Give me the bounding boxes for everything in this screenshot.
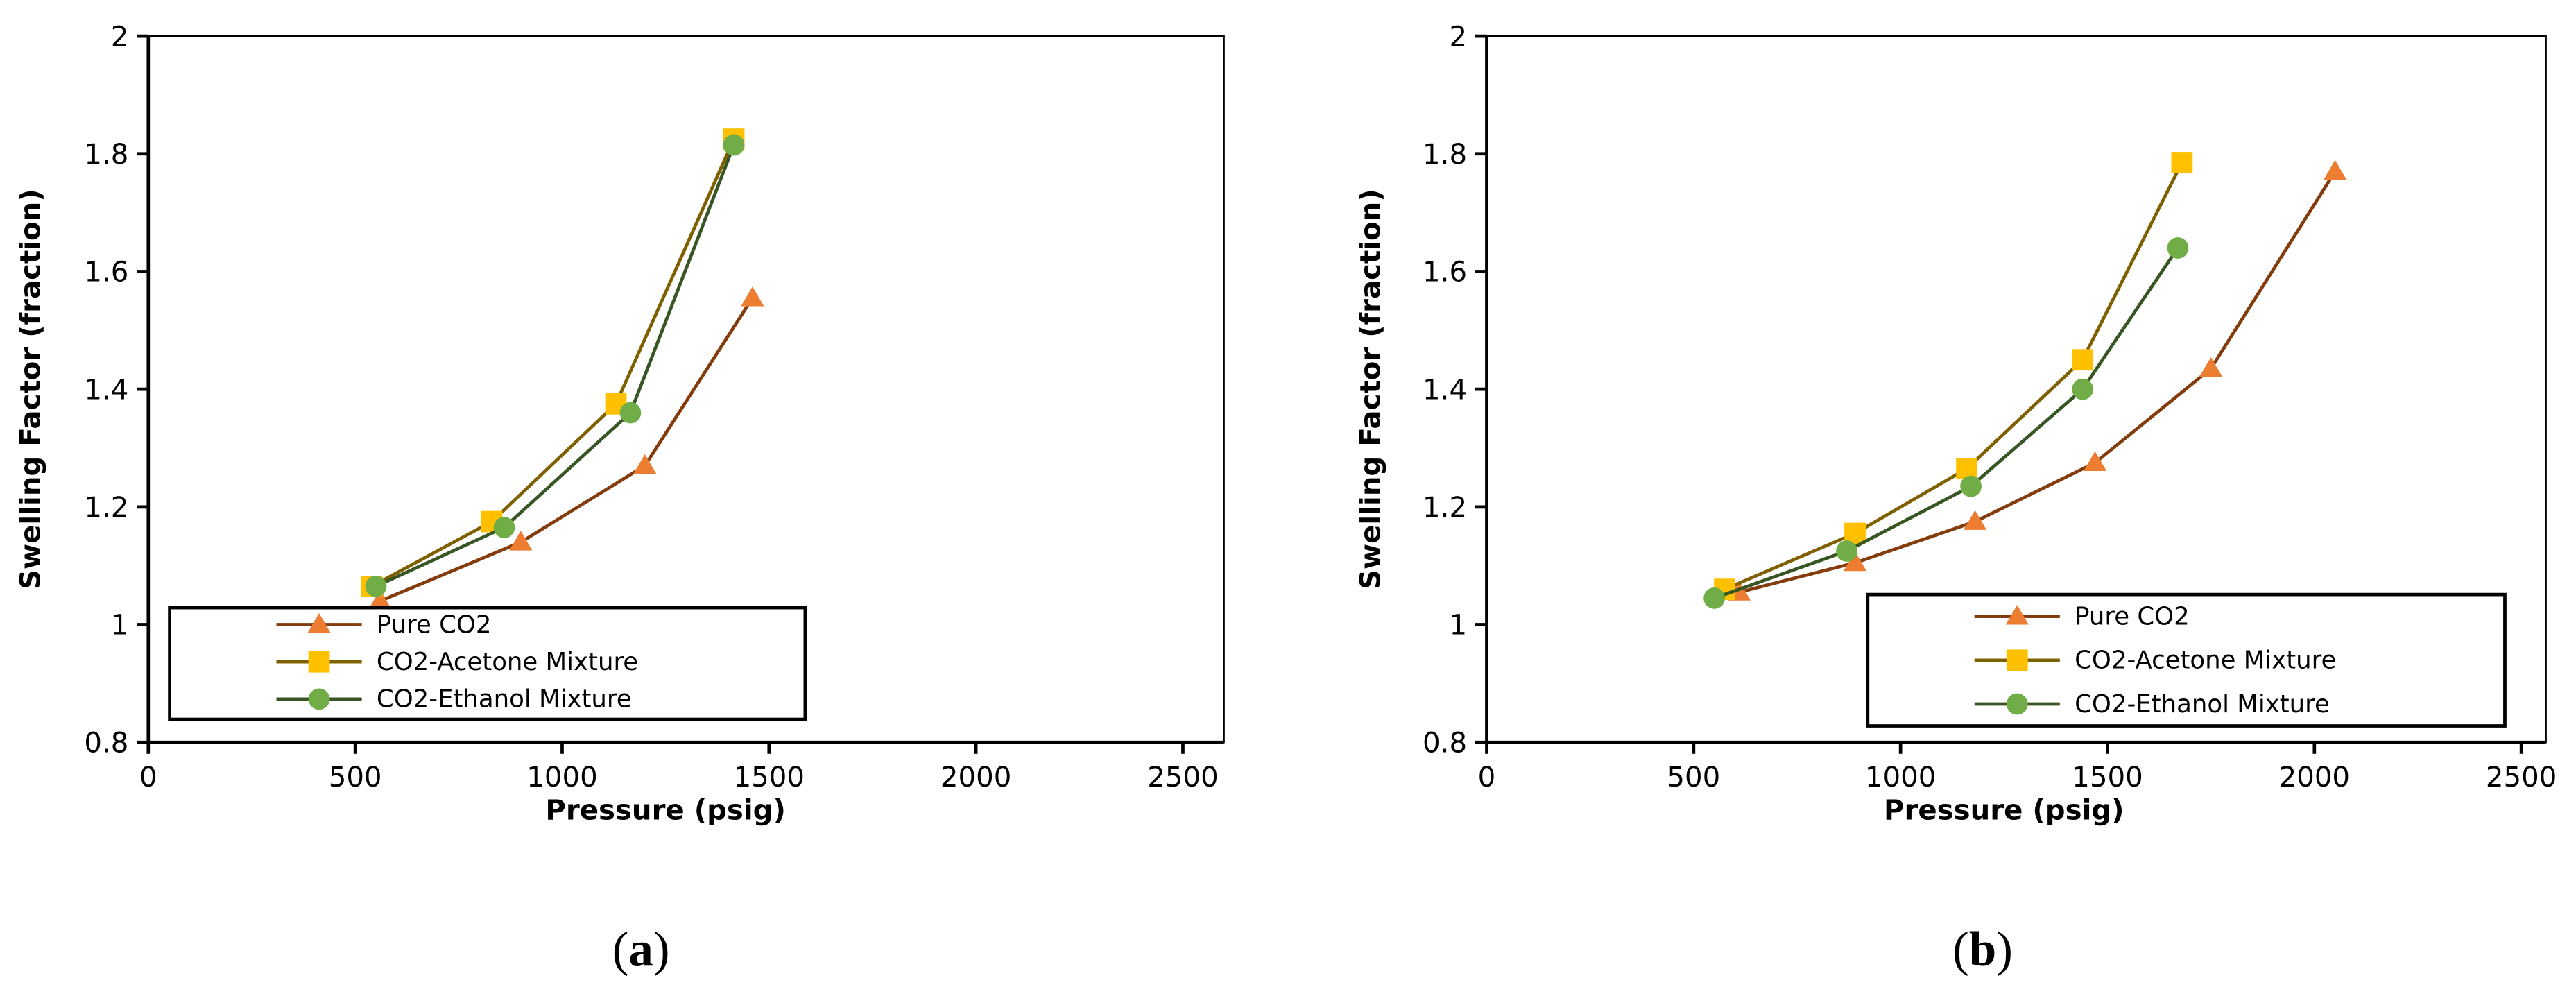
series-pure-co2: [368, 286, 764, 610]
series-co2-acetone-mixture: [1714, 152, 2193, 601]
chart-panel-b: 0 500 1000 1500 2000 2500 0.8 1 1.2 1.4 1.6 1.8 2 Pre…: [1355, 21, 2557, 977]
legend: Pure CO2 CO2-Acetone Mixture CO2-Ethanol M…: [1866, 592, 2507, 728]
caption-paren: (: [1952, 922, 1969, 977]
data-point: [2167, 237, 2189, 259]
legend-label: Pure CO2: [2075, 603, 2190, 631]
x-tick-label: 1000: [1865, 762, 1936, 793]
y-tick-label: 1.4: [1423, 374, 1467, 406]
x-tick-label: 2000: [941, 762, 1011, 793]
data-point: [509, 531, 533, 551]
series-co2-ethanol-mixture: [1703, 237, 2189, 609]
legend-label: CO2-Acetone Mixture: [377, 648, 638, 676]
series-pure-co2: [1727, 160, 2347, 601]
panel-caption: (a): [612, 922, 670, 977]
data-point: [2084, 451, 2107, 472]
data-point: [2072, 349, 2094, 371]
x-tick-label: 1500: [2072, 762, 2143, 793]
data-point: [2324, 160, 2347, 180]
series-co2-ethanol-mixture: [365, 134, 745, 597]
legend-label: CO2-Ethanol Mixture: [2075, 690, 2330, 719]
y-tick-label: 1.2: [1423, 492, 1467, 524]
x-tick-label: 2000: [2279, 762, 2350, 793]
chart-panel-a: 0 500 1000 1500 2000 2500 0.8 1 1.2 1.4 1.6 1.8 2 Pre…: [15, 21, 1225, 977]
data-point: [723, 134, 745, 156]
y-axis-label: Swelling Factor (fraction): [1355, 189, 1387, 590]
x-axis-label: Pressure (psig): [545, 794, 786, 826]
x-tick-label: 2500: [1147, 762, 1218, 793]
y-tick-label: 1.2: [84, 492, 128, 524]
data-point: [368, 590, 392, 610]
series-co2-acetone-mixture: [361, 128, 745, 597]
caption-paren: ): [653, 922, 670, 977]
y-tick-label: 1.6: [84, 257, 128, 289]
y-tick-label: 2: [111, 21, 129, 53]
data-point: [2171, 152, 2193, 173]
legend-marker-circle-icon: [2006, 693, 2028, 715]
series-line: [370, 138, 736, 588]
data-point: [741, 286, 764, 307]
data-point: [1843, 551, 1867, 572]
caption-letter: a: [628, 922, 653, 977]
caption-paren: (: [612, 922, 629, 977]
x-tick-label: 1500: [734, 762, 805, 793]
data-point: [2199, 357, 2223, 377]
legend-label: CO2-Acetone Mixture: [2075, 646, 2336, 675]
legend-label: CO2-Ethanol Mixture: [377, 685, 632, 714]
legend-marker-square-icon: [308, 651, 330, 673]
data-point: [1963, 510, 1987, 530]
x-axis-label: Pressure (psig): [1884, 794, 2124, 826]
series-line: [1738, 170, 2337, 594]
data-point: [1960, 475, 1982, 497]
legend-marker-triangle-icon: [2005, 605, 2029, 625]
legend-box: [1866, 592, 2507, 728]
series-line: [375, 144, 736, 588]
y-tick-label: 1: [1449, 610, 1467, 642]
series-line: [1713, 247, 2179, 600]
y-axis-label: Swelling Factor (fraction): [15, 189, 47, 590]
legend-box: [168, 606, 807, 721]
y-tick-label: 1: [111, 610, 129, 642]
y-tick-label: 1.4: [84, 374, 128, 406]
caption-letter: b: [1969, 922, 1997, 977]
panel-caption: (b): [1952, 922, 2013, 977]
x-tick-label: 0: [1478, 762, 1496, 793]
y-tick-label: 1.6: [1423, 257, 1467, 289]
data-point: [619, 402, 642, 424]
legend-marker-circle-icon: [308, 688, 330, 710]
legend-marker-square-icon: [2006, 649, 2028, 671]
x-tick-label: 0: [139, 762, 157, 793]
legend: Pure CO2 CO2-Acetone Mixture CO2-Ethanol M…: [168, 606, 807, 721]
caption-paren: ): [1996, 922, 2013, 977]
series-line: [1724, 162, 2184, 591]
data-point: [1836, 540, 1857, 562]
data-point: [1703, 587, 1726, 609]
x-tick-label: 500: [329, 762, 382, 793]
x-tick-label: 2500: [2486, 762, 2557, 793]
series-line: [379, 297, 754, 603]
y-tick-label: 1.8: [84, 139, 128, 171]
data-point: [365, 575, 387, 597]
data-point: [633, 454, 657, 474]
y-tick-label: 2: [1449, 21, 1467, 53]
x-tick-label: 1000: [526, 762, 597, 793]
y-tick-label: 0.8: [1423, 727, 1467, 759]
y-tick-label: 1.8: [1423, 139, 1467, 171]
data-point: [493, 517, 515, 538]
legend-label: Pure CO2: [377, 610, 492, 639]
data-point: [1956, 458, 1978, 480]
y-tick-label: 0.8: [84, 727, 128, 759]
x-tick-label: 500: [1667, 762, 1720, 793]
legend-marker-triangle-icon: [307, 612, 331, 633]
data-point: [2072, 378, 2094, 400]
